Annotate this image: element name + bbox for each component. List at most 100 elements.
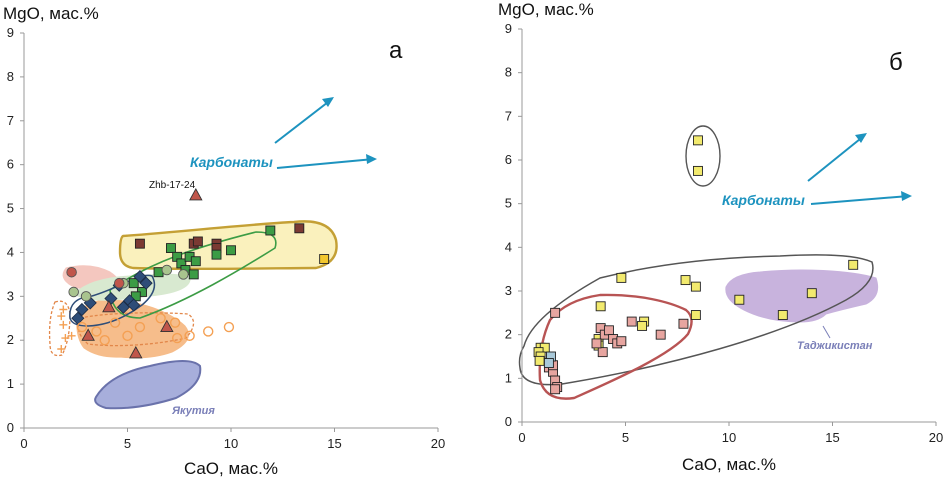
panel-b-y-tick-label: 3	[505, 283, 512, 298]
data-point-square	[626, 316, 637, 327]
data-point-circle	[80, 291, 92, 302]
panel-b-y-tick-label: 8	[505, 65, 512, 80]
data-point-square	[680, 275, 691, 286]
panel-a-xlabel: CaO, мас.%	[184, 459, 278, 478]
panel-b-arrow-label: Карбонаты	[722, 192, 805, 208]
arrow-carbonates-right	[276, 158, 375, 169]
panel-b-x-tick-label: 15	[825, 430, 839, 445]
panel-a-y-tick-label: 0	[7, 420, 14, 435]
panel-b-points	[533, 135, 859, 395]
panel-a-y-tick-label: 5	[7, 201, 14, 216]
panel-a-x-tick-label: 5	[124, 436, 131, 451]
panel-b-x-tick-label: 10	[722, 430, 736, 445]
data-point-square	[690, 281, 701, 292]
data-point-square	[319, 254, 330, 264]
panel-b-ticks: 0 5 10 15 20 0 1 2 3 4 5 6 7 8 9	[505, 21, 943, 445]
panel-b-region-label: Таджикистан	[797, 340, 873, 352]
panel-a-points	[57, 187, 330, 359]
panel-a-y-tick-label: 2	[7, 332, 14, 347]
data-point-square	[543, 358, 554, 368]
data-point-square	[678, 318, 689, 329]
region-yakutia	[94, 360, 202, 410]
panel-b-arrows	[807, 133, 912, 205]
data-point-square	[294, 223, 305, 234]
panel-b-regions	[518, 125, 879, 400]
data-point-circle	[66, 266, 77, 278]
data-point-circle	[178, 269, 189, 280]
panel-a-x-tick-label: 0	[20, 436, 27, 451]
data-point-square	[637, 320, 648, 331]
data-point-triangle	[129, 345, 143, 359]
panel-a-region-label: Якутия	[171, 405, 215, 417]
data-point-open-circle	[155, 313, 166, 324]
data-point-triangle	[160, 319, 174, 333]
arrow-carbonates-up-head	[322, 97, 334, 107]
data-point-diamond	[139, 276, 153, 290]
panel-a-y-tick-label: 7	[7, 113, 14, 128]
panel-b-y-tick-label: 1	[505, 370, 512, 385]
panel-a-x-tick-label: 15	[327, 436, 341, 451]
data-point-plus	[59, 320, 68, 329]
panel-b-y-tick-label: 9	[505, 21, 512, 36]
data-point-square	[693, 135, 703, 146]
panel-a-ylabel: MgO, мас.%	[3, 4, 99, 23]
data-point-square	[226, 245, 236, 256]
data-point-square	[603, 325, 614, 336]
panel-b-y-tick-label: 0	[505, 414, 512, 429]
panel-a-letter: а	[389, 37, 403, 64]
panel-a-y-tick-label: 4	[7, 244, 14, 259]
data-point-circle	[68, 286, 79, 298]
data-point-square	[616, 336, 627, 347]
data-point-square	[848, 259, 859, 270]
data-point-square	[192, 236, 203, 247]
data-point-square	[693, 165, 703, 176]
panel-b-y-tick-label: 2	[505, 327, 512, 342]
panel-b-x-tick-label: 5	[622, 430, 629, 445]
panel-a-y-tick-label: 8	[7, 69, 14, 84]
panel-a: 0 5 10 15 20 0 1 2 3 4 5 6 7 8 9 Карбонаты Zhb-17-24 Я…	[3, 4, 445, 478]
panel-a-arrow-label: Карбонаты	[190, 154, 273, 170]
data-point-square	[597, 347, 608, 358]
data-point-square	[534, 355, 545, 366]
panel-b-y-tick-label: 5	[505, 196, 512, 211]
data-point-plus	[67, 331, 76, 340]
panel-b-x-tick-label: 20	[929, 430, 943, 445]
region-tajikistan	[725, 269, 879, 323]
data-point-circle	[161, 264, 173, 276]
data-point-square	[734, 294, 745, 305]
data-point-open-circle	[203, 326, 214, 337]
data-point-diamond	[127, 298, 141, 312]
data-point-open-circle	[171, 332, 183, 344]
panel-a-regions	[48, 220, 338, 410]
panel-b-x-tick-label: 0	[518, 430, 525, 445]
panel-b-letter: б	[889, 49, 903, 76]
panel-b-xlabel: CaO, мас.%	[682, 455, 776, 474]
data-point-diamond	[133, 270, 147, 284]
panel-b-y-tick-label: 7	[505, 108, 512, 123]
data-point-square	[190, 256, 201, 267]
data-point-square	[134, 238, 145, 249]
panel-a-y-tick-label: 3	[7, 288, 14, 303]
data-point-square	[616, 272, 627, 283]
panel-a-arrows	[274, 97, 377, 169]
data-point-square	[188, 269, 199, 280]
panel-a-x-tick-label: 20	[431, 436, 445, 451]
panel-b-y-tick-label: 6	[505, 152, 512, 167]
arrow-carbonates-up-head	[855, 133, 867, 143]
panel-a-y-tick-label: 1	[7, 376, 14, 391]
data-point-circle	[113, 277, 125, 289]
data-point-open-circle	[169, 317, 181, 328]
arrow-carbonates-up	[807, 134, 866, 182]
panel-a-x-tick-label: 10	[224, 436, 238, 451]
data-point-open-circle	[91, 326, 102, 337]
arrow-carbonates-up	[274, 98, 333, 144]
panel-b-y-tick-label: 4	[505, 239, 512, 254]
panel-a-point-label: Zhb-17-24	[149, 180, 196, 191]
panel-a-y-tick-label: 9	[7, 25, 14, 40]
data-point-square	[806, 288, 817, 299]
data-point-diamond	[75, 302, 89, 317]
data-point-open-circle	[109, 317, 121, 328]
region-small-ellipse	[685, 125, 721, 187]
panel-a-y-tick-label: 6	[7, 157, 14, 172]
